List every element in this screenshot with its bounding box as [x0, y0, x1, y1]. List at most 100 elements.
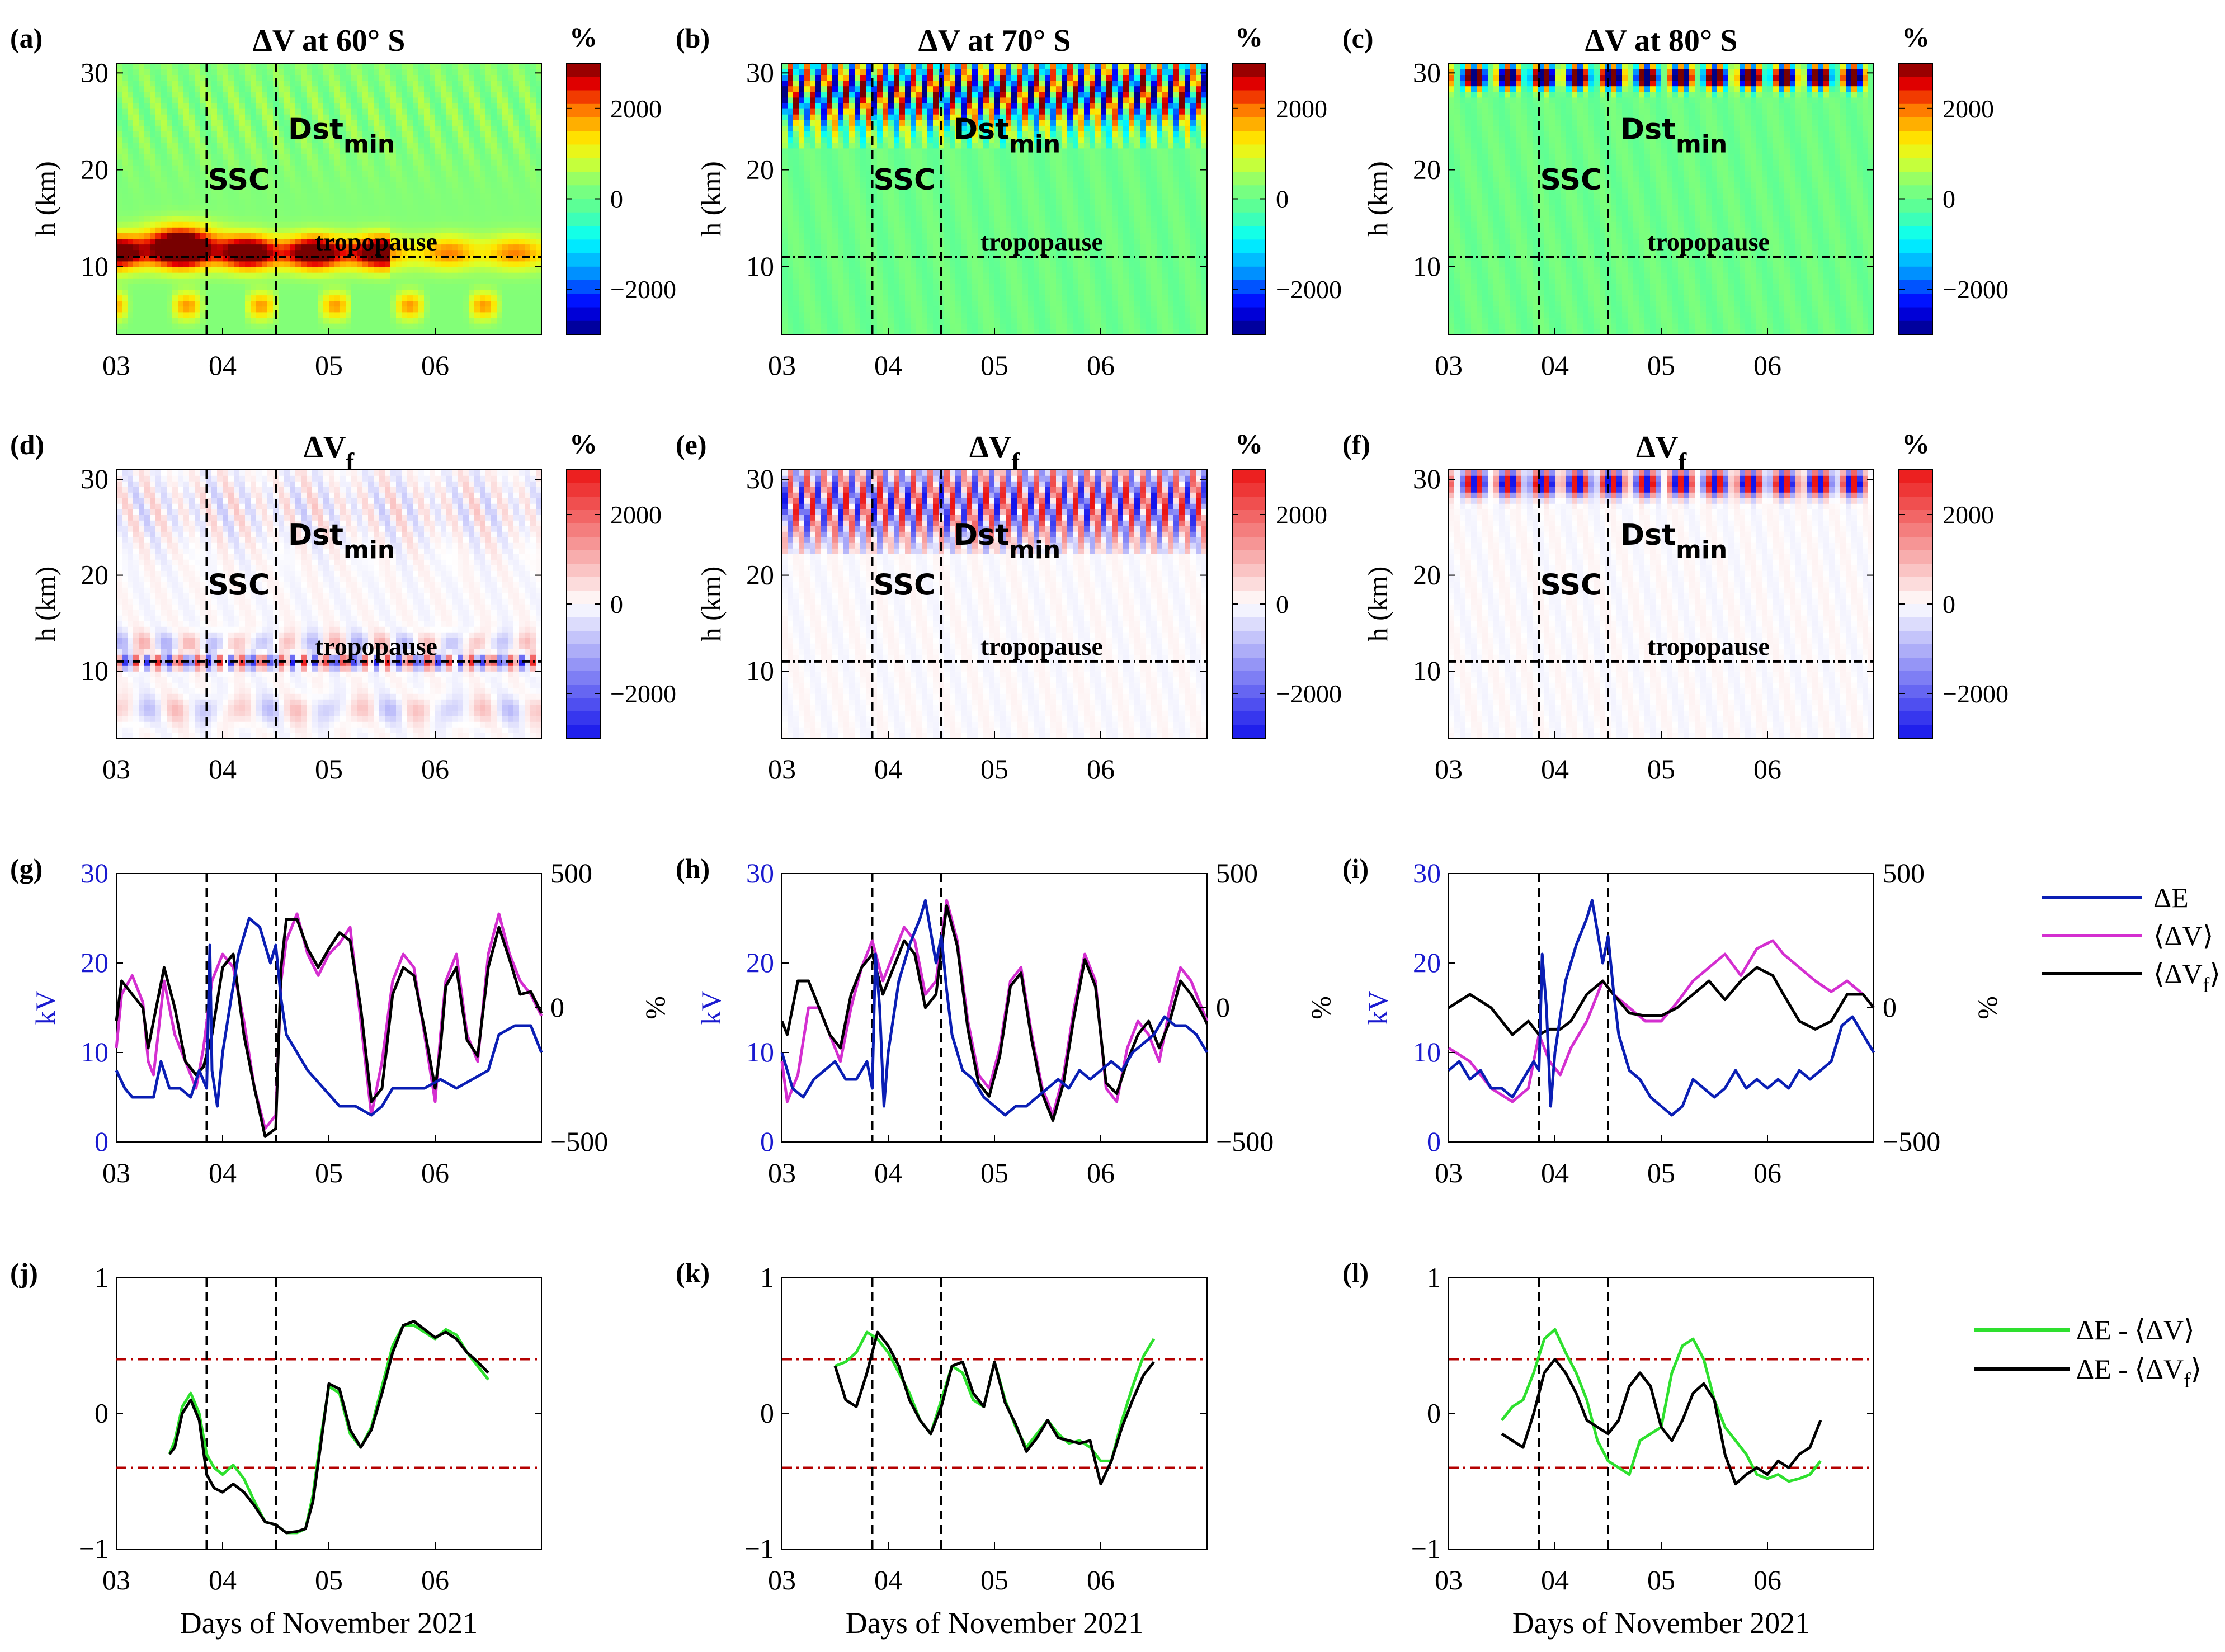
heatmap-cell [491, 272, 497, 279]
heatmap-cell [474, 272, 480, 279]
heatmap-cell [911, 328, 917, 335]
heatmap-cell [838, 193, 844, 200]
heatmap-cell [815, 221, 822, 228]
heatmap-cell [329, 221, 335, 228]
heatmap-cell [905, 317, 911, 324]
heatmap-cell [827, 199, 833, 205]
heatmap-cell [788, 261, 794, 267]
heatmap-cell [189, 272, 195, 279]
heatmap-cell [877, 255, 883, 262]
heatmap-cell [485, 199, 492, 205]
heatmap-cell [838, 221, 844, 228]
heatmap-cell [458, 182, 464, 188]
heatmap-cell [183, 164, 190, 171]
heatmap-cell [508, 289, 514, 296]
heatmap-cell [200, 317, 206, 324]
heatmap-cell [217, 311, 223, 318]
heatmap-cell [228, 317, 234, 324]
heatmap-cell [312, 272, 318, 279]
heatmap-cell [273, 102, 279, 109]
heatmap-cell [424, 278, 430, 284]
heatmap-cell [318, 249, 324, 256]
heatmap-cell [491, 300, 497, 307]
heatmap-cell [922, 136, 928, 143]
heatmap-cell [362, 86, 369, 92]
heatmap-cell [116, 63, 122, 69]
heatmap-cell [346, 249, 352, 256]
heatmap-cell [178, 159, 184, 166]
heatmap-cell [424, 317, 430, 324]
heatmap-cell [116, 125, 122, 131]
heatmap-cell [508, 284, 514, 290]
heatmap-cell [390, 227, 397, 233]
heatmap-cell [821, 114, 827, 120]
heatmap-cell [318, 289, 324, 296]
heatmap-cell [877, 114, 883, 120]
heatmap-cell [239, 227, 246, 233]
heatmap-cell [279, 215, 285, 222]
heatmap-cell [144, 328, 150, 335]
heatmap-cell [536, 227, 542, 233]
heatmap-cell [234, 221, 240, 228]
heatmap-cell [206, 153, 212, 160]
heatmap-cell [821, 328, 827, 335]
heatmap-cell [200, 120, 206, 126]
heatmap-cell [418, 221, 425, 228]
heatmap-cell [211, 136, 218, 143]
heatmap-cell [295, 311, 301, 318]
heatmap-cell [536, 182, 542, 188]
heatmap-cell [155, 328, 162, 335]
heatmap-cell [217, 153, 223, 160]
heatmap-cell [849, 227, 855, 233]
heatmap-cell [161, 193, 167, 200]
heatmap-cell [435, 63, 441, 69]
heatmap-cell [307, 317, 313, 324]
heatmap-cell [122, 221, 128, 228]
heatmap-cell [301, 136, 307, 143]
heatmap-cell [374, 227, 380, 233]
heatmap-cell [827, 102, 833, 109]
heatmap-cell [883, 153, 889, 160]
heatmap-cell [502, 199, 508, 205]
heatmap-cell [245, 221, 251, 228]
heatmap-cell [922, 63, 928, 69]
heatmap-cell [284, 102, 290, 109]
heatmap-cell [223, 306, 229, 313]
heatmap-cell [206, 266, 212, 273]
heatmap-cell [480, 86, 486, 92]
heatmap-cell [122, 295, 128, 301]
heatmap-cell [799, 204, 805, 211]
heatmap-cell [301, 227, 307, 233]
heatmap-cell [832, 238, 838, 245]
heatmap-cell [508, 97, 514, 103]
heatmap-cell [435, 249, 441, 256]
heatmap-cell [396, 80, 402, 87]
heatmap-cell [183, 272, 190, 279]
heatmap-cell [838, 289, 844, 296]
heatmap-cell [228, 328, 234, 335]
heatmap-cell [418, 289, 425, 296]
heatmap-cell [357, 255, 363, 262]
heatmap-cell [150, 193, 156, 200]
heatmap-cell [385, 238, 391, 245]
tropopause-label: tropopause [315, 227, 437, 256]
heatmap-cell [843, 249, 850, 256]
heatmap-cell [340, 176, 346, 182]
heatmap-cell [307, 249, 313, 256]
heatmap-cell [245, 323, 251, 329]
heatmap-cell [530, 164, 536, 171]
heatmap-cell [815, 108, 822, 115]
heatmap-cell [161, 136, 167, 143]
heatmap-cell [346, 171, 352, 177]
heatmap-cell [480, 108, 486, 115]
heatmap-cell [497, 289, 503, 296]
heatmap-cell [245, 328, 251, 335]
heatmap-cell [362, 74, 369, 81]
heatmap-cell [351, 69, 357, 75]
heatmap-cell [922, 272, 928, 279]
heatmap-cell [916, 182, 922, 188]
heatmap-cell [340, 148, 346, 154]
heatmap-cell [295, 80, 301, 87]
heatmap-cell [827, 255, 833, 262]
heatmap-cell [883, 97, 889, 103]
